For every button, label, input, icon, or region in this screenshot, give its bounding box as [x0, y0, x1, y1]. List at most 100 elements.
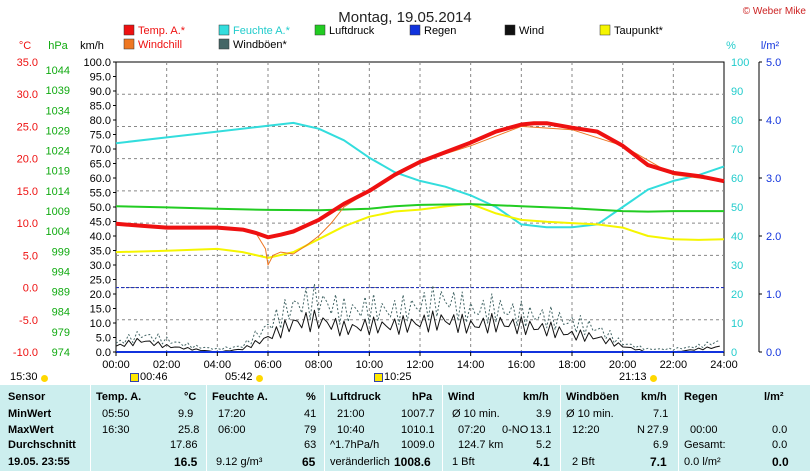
- pressure-tick-label: 1039: [46, 85, 70, 97]
- temp-tick-label: -5.0: [19, 315, 38, 327]
- rain-tick-label: 0.0: [766, 347, 781, 359]
- wind-avg: 5.2: [536, 439, 552, 451]
- press-min-time: 21:00: [337, 408, 365, 420]
- wind-tick-label: 95.0: [90, 72, 111, 84]
- pressure-tick-label: 984: [52, 307, 70, 319]
- wind-tick-label: 90.0: [90, 86, 111, 98]
- humidity-tick-label: 50: [731, 202, 743, 214]
- temp-max: 25.8: [178, 424, 200, 436]
- series-windb-en: [115, 283, 720, 351]
- series-windchill: [115, 125, 725, 266]
- legend-label: Windchill: [138, 39, 182, 51]
- series-feuchte-a: [115, 121, 725, 229]
- pressure-tick-label: 974: [52, 347, 70, 359]
- gust-max-time: 12:20: [572, 424, 600, 436]
- pressure-tick-label: 1024: [46, 146, 70, 158]
- wind-tick-label: 0.0: [96, 347, 111, 359]
- moonset-time: 10:25: [384, 371, 412, 383]
- press-now-text: veränderlich: [330, 456, 390, 468]
- hum-max: 79: [304, 424, 317, 436]
- header-gust: Windböen: [566, 391, 620, 403]
- rain-now: 0.0: [772, 455, 789, 469]
- time-tick-label: 20:00: [609, 359, 637, 371]
- wind-tick-label: 80.0: [90, 115, 111, 127]
- header-temp: Temp. A.: [96, 391, 142, 403]
- pressure-tick-label: 1009: [46, 206, 70, 218]
- temp-tick-label: 35.0: [17, 57, 38, 69]
- humidity-tick-label: 40: [731, 231, 743, 243]
- header-pressure: Luftdruck: [330, 391, 381, 403]
- pressure-tick-label: 979: [52, 327, 70, 339]
- header-humidity-unit: %: [306, 391, 316, 403]
- wind-max: 13.1: [530, 424, 552, 436]
- legend-swatch: [599, 24, 611, 36]
- wind-tick-label: 50.0: [90, 202, 111, 214]
- header-humidity: Feuchte A.: [212, 391, 268, 403]
- header-rain: Regen: [684, 391, 718, 403]
- press-max: 1010.1: [401, 424, 435, 436]
- row-avg-label: Durchschnitt: [8, 439, 76, 451]
- series-luftdruck: [115, 203, 724, 213]
- humidity-tick-label: 30: [731, 260, 743, 272]
- temp-tick-label: -10.0: [13, 347, 38, 359]
- gust-max: 27.9: [647, 424, 669, 436]
- legend-swatch: [123, 24, 135, 36]
- legend-label: Feuchte A.*: [233, 25, 291, 37]
- wind-tick-label: 65.0: [90, 159, 111, 171]
- temp-avg: 17.86: [170, 439, 198, 451]
- header-rain-unit: l/m²: [764, 391, 784, 403]
- time-tick-label: 06:00: [254, 359, 282, 371]
- rain-tick-label: 3.0: [766, 173, 781, 185]
- humidity-tick-label: 60: [731, 173, 743, 185]
- temp-unit-label: °C: [19, 40, 31, 52]
- sunset-time: 21:13: [619, 371, 647, 383]
- legend-label: Taupunkt*: [614, 25, 664, 37]
- pressure-tick-label: 1029: [46, 125, 70, 137]
- series-temp-a: [115, 121, 725, 240]
- sunset-icon: [650, 375, 657, 382]
- header-wind-unit: km/h: [523, 391, 549, 403]
- pressure-tick-label: 1014: [46, 186, 70, 198]
- rain-tick-label: 4.0: [766, 115, 781, 127]
- pressure-unit-label: hPa: [48, 40, 68, 52]
- wind-tick-label: 20.0: [90, 289, 111, 301]
- rain-now-extra: 0.0 l/m²: [684, 456, 721, 468]
- humidity-tick-label: 80: [731, 115, 743, 127]
- sunrise-time: 05:42: [225, 371, 253, 383]
- legend-label: Windböen*: [233, 39, 288, 51]
- moonrise-time: 00:46: [140, 371, 168, 383]
- pressure-tick-label: 1004: [46, 226, 70, 238]
- pressure-tick-label: 1044: [46, 65, 70, 77]
- wind-tick-label: 100.0: [83, 57, 111, 69]
- header-pressure-unit: hPa: [412, 391, 433, 403]
- wind-tick-label: 70.0: [90, 144, 111, 156]
- hum-min-time: 17:20: [218, 408, 246, 420]
- pressure-tick-label: 989: [52, 287, 70, 299]
- legend-swatch: [314, 24, 326, 36]
- wind-tick-label: 35.0: [90, 246, 111, 258]
- rain-tick-label: 5.0: [766, 57, 781, 69]
- moonrise-icon: [130, 373, 139, 382]
- gust-max-dir: N: [637, 424, 645, 436]
- sunrise-icon: [256, 375, 263, 382]
- temp-min: 9.9: [178, 408, 194, 420]
- series-taupunkt: [115, 202, 725, 259]
- temp-min-time: 05:50: [102, 408, 130, 420]
- pressure-tick-label: 999: [52, 246, 70, 258]
- rain-max-time: 00:00: [690, 424, 718, 436]
- rain-unit-label: l/m²: [761, 40, 780, 52]
- press-trend: ^1.7hPa/h: [330, 439, 380, 451]
- rain-total-label: Gesamt:: [684, 439, 726, 451]
- time-tick-label: 08:00: [305, 359, 333, 371]
- wind-max-dir: 0-NO: [502, 424, 529, 436]
- time-tick-label: 16:00: [508, 359, 536, 371]
- wind-tick-label: 85.0: [90, 101, 111, 113]
- rain-max: 0.0: [772, 424, 788, 436]
- time-tick-label: 00:00: [102, 359, 130, 371]
- left-time-label: 15:30: [10, 371, 38, 383]
- moonset-icon: [374, 373, 383, 382]
- hum-avg: 63: [304, 439, 317, 451]
- hum-min: 41: [304, 408, 317, 420]
- time-tick-label: 24:00: [710, 359, 738, 371]
- pressure-tick-label: 1019: [46, 166, 70, 178]
